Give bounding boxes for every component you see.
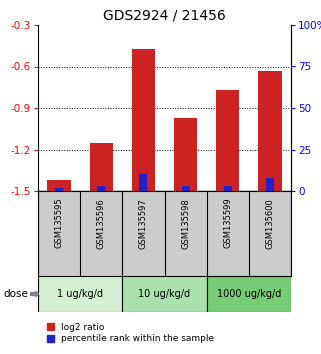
Bar — [266, 178, 274, 191]
Text: 1 ug/kg/d: 1 ug/kg/d — [57, 289, 103, 299]
Bar — [48, 180, 71, 191]
Bar — [207, 276, 291, 312]
Bar — [224, 186, 232, 191]
Text: 1000 ug/kg/d: 1000 ug/kg/d — [217, 289, 281, 299]
Bar — [216, 90, 239, 191]
Bar — [174, 118, 197, 191]
Text: GSM135597: GSM135597 — [139, 198, 148, 249]
Legend: log2 ratio, percentile rank within the sample: log2 ratio, percentile rank within the s… — [43, 319, 218, 347]
Bar — [97, 186, 105, 191]
Bar — [122, 276, 207, 312]
Bar — [38, 276, 122, 312]
Text: dose: dose — [3, 289, 28, 299]
Bar — [90, 143, 113, 191]
Text: 10 ug/kg/d: 10 ug/kg/d — [138, 289, 191, 299]
Text: GSM135595: GSM135595 — [55, 198, 64, 249]
Title: GDS2924 / 21456: GDS2924 / 21456 — [103, 8, 226, 22]
Bar — [132, 48, 155, 191]
Bar — [139, 175, 147, 191]
Bar — [181, 186, 190, 191]
Text: GSM135599: GSM135599 — [223, 198, 232, 249]
Bar — [55, 188, 63, 191]
Bar — [258, 71, 282, 191]
Text: GSM135598: GSM135598 — [181, 198, 190, 249]
Text: GSM135596: GSM135596 — [97, 198, 106, 249]
Text: GSM135600: GSM135600 — [265, 198, 274, 249]
